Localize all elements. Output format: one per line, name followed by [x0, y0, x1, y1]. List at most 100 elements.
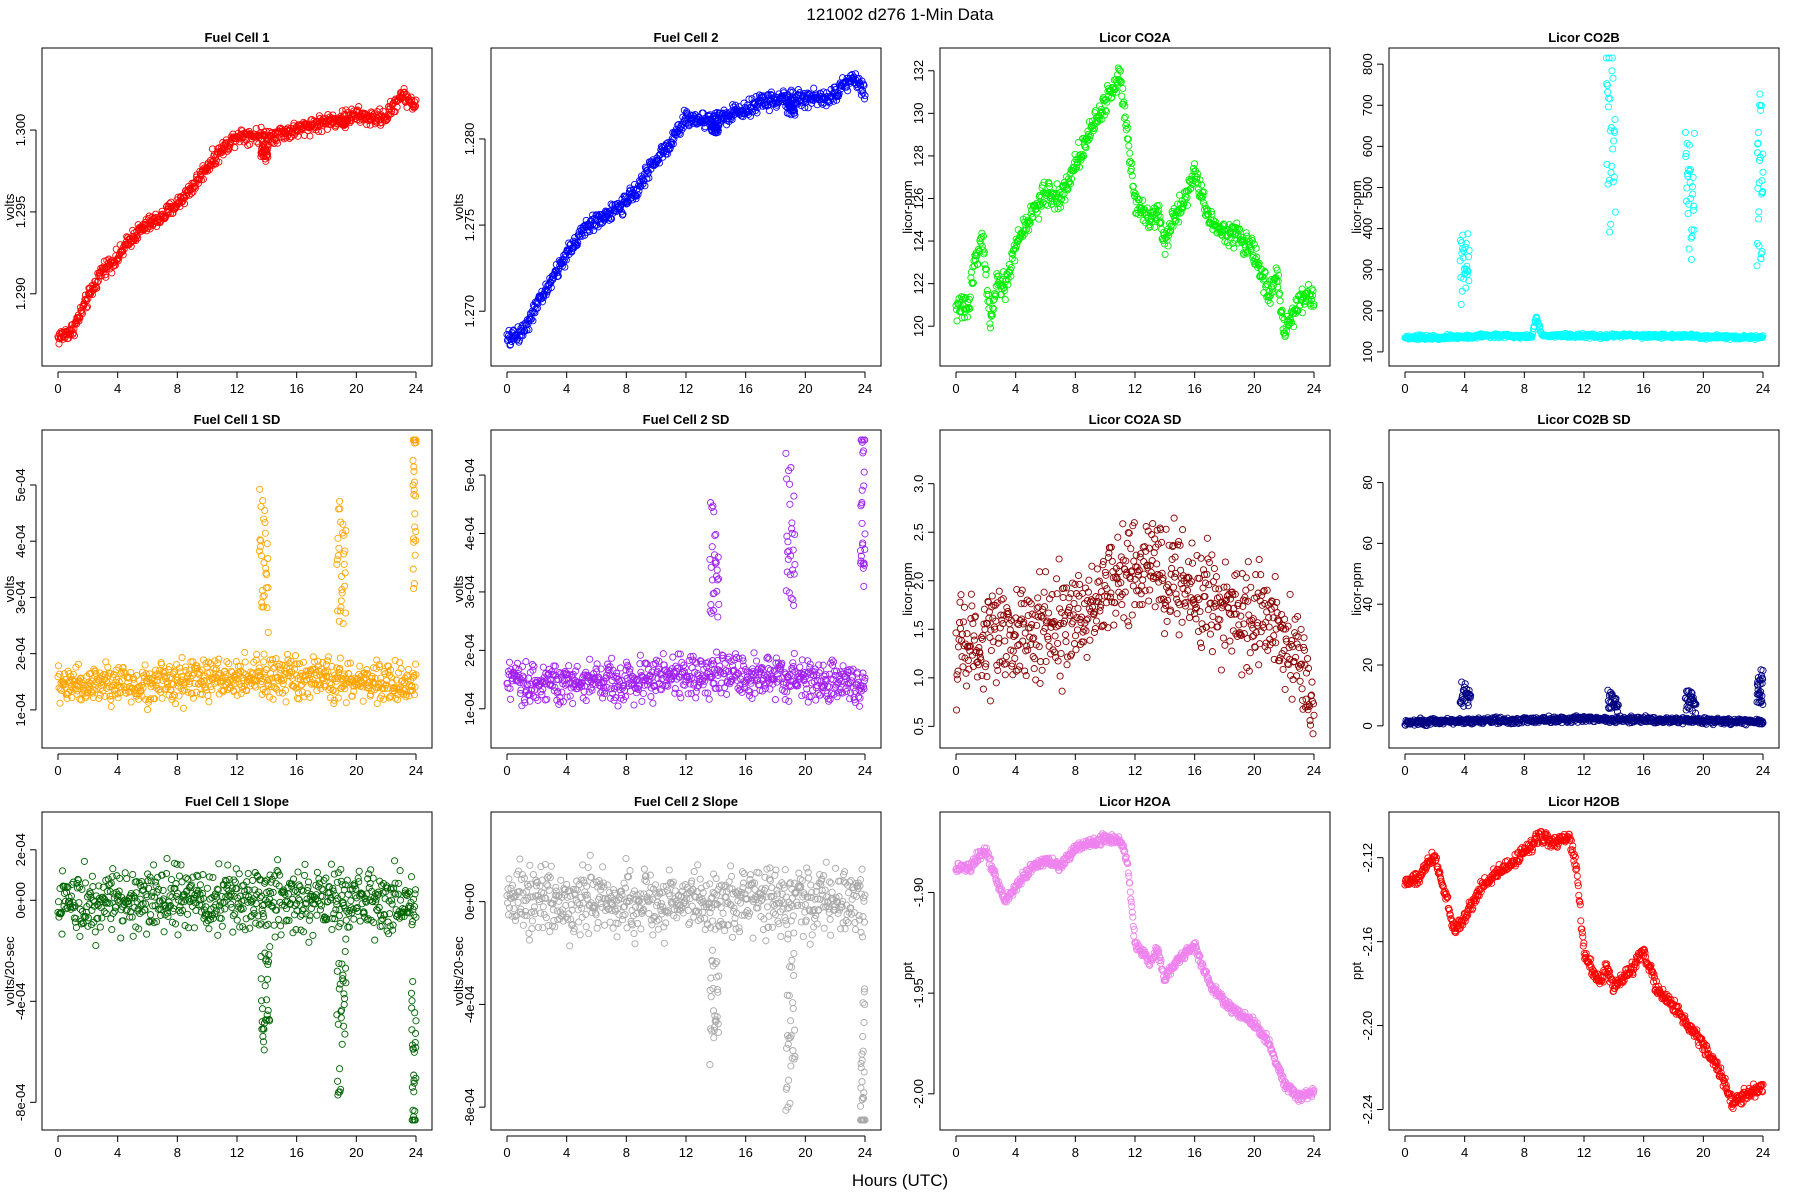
x-tick-label: 12 — [230, 763, 244, 778]
data-point — [635, 187, 643, 195]
data-point — [962, 294, 970, 302]
data-point — [1073, 158, 1082, 167]
data-point — [979, 232, 987, 240]
data-point — [956, 598, 964, 606]
y-tick-label: 5e-04 — [13, 468, 28, 501]
data-point — [411, 551, 419, 559]
data-point — [1033, 208, 1041, 216]
panel-title: Fuel Cell 2 SD — [643, 412, 730, 427]
data-point — [363, 121, 371, 129]
x-tick-label: 12 — [679, 381, 693, 396]
data-point — [1101, 106, 1109, 114]
data-point — [562, 256, 570, 264]
x-tick-label: 0 — [54, 763, 61, 778]
data-point — [1095, 102, 1103, 110]
data-point — [791, 107, 799, 115]
x-tick-label: 16 — [1187, 381, 1201, 396]
data-point — [205, 698, 213, 706]
data-point — [409, 456, 417, 464]
data-point — [1090, 121, 1098, 129]
data-point — [692, 694, 700, 702]
data-point — [412, 492, 420, 500]
data-point — [1064, 175, 1073, 183]
x-tick-label: 0 — [503, 763, 510, 778]
data-point — [723, 690, 731, 698]
data-point — [637, 182, 645, 191]
data-point — [334, 534, 342, 542]
data-point — [1001, 296, 1009, 304]
y-tick-label: 800 — [1360, 53, 1375, 75]
data-point — [70, 332, 78, 340]
data-point — [1458, 287, 1466, 295]
data-point — [75, 317, 83, 325]
y-tick-label: 2e-04 — [462, 634, 477, 667]
data-point — [771, 696, 779, 704]
data-point — [714, 126, 722, 134]
data-point — [979, 246, 987, 254]
data-point — [1462, 239, 1470, 247]
data-point — [1009, 250, 1017, 258]
data-point — [505, 658, 514, 666]
x-tick-label: 0 — [952, 381, 959, 396]
data-point — [547, 283, 555, 292]
x-tick-label: 8 — [623, 763, 630, 778]
data-point — [958, 314, 966, 322]
data-point — [835, 90, 843, 98]
data-point — [786, 500, 794, 508]
data-point — [965, 305, 973, 313]
data-point — [655, 159, 663, 167]
y-tick-label: 400 — [1360, 218, 1375, 240]
data-point — [261, 506, 269, 515]
data-point — [630, 701, 638, 709]
data-point — [989, 296, 997, 304]
data-point — [179, 704, 188, 712]
data-point — [858, 519, 866, 527]
data-point — [634, 191, 642, 199]
data-point — [585, 226, 593, 234]
data-point — [66, 330, 74, 338]
data-point — [187, 189, 195, 197]
data-point — [257, 503, 265, 511]
data-point — [260, 559, 268, 567]
data-points — [503, 70, 869, 349]
data-point — [819, 100, 827, 108]
data-point — [340, 560, 348, 568]
data-point — [705, 116, 713, 124]
data-point — [782, 449, 790, 457]
x-tick-label: 20 — [1247, 381, 1261, 396]
data-point — [56, 333, 65, 341]
data-point — [728, 116, 736, 124]
data-point — [1007, 272, 1015, 280]
data-point — [1117, 78, 1125, 86]
data-point — [69, 329, 77, 337]
x-tick-label: 12 — [230, 381, 244, 396]
data-point — [970, 636, 978, 644]
data-point — [306, 132, 314, 140]
y-tick-label: 122 — [911, 273, 926, 295]
data-point — [786, 88, 794, 96]
x-tick-label: 20 — [798, 381, 812, 396]
data-point — [952, 706, 961, 714]
data-point — [860, 95, 869, 103]
data-point — [411, 510, 419, 518]
data-point — [1190, 160, 1199, 168]
y-tick-label: 120 — [911, 315, 926, 337]
data-point — [962, 682, 971, 690]
x-tick-label: 24 — [1307, 381, 1321, 396]
data-point — [786, 480, 794, 488]
data-point — [233, 691, 241, 699]
data-point — [342, 609, 350, 617]
data-point — [765, 107, 773, 115]
data-point — [355, 103, 363, 111]
data-point — [744, 110, 753, 118]
data-point — [93, 278, 101, 286]
data-point — [336, 497, 344, 505]
data-point — [104, 663, 112, 671]
data-point — [59, 335, 67, 343]
data-point — [647, 693, 655, 701]
x-tick-label: 4 — [563, 381, 570, 396]
data-point — [963, 630, 971, 638]
data-point — [141, 661, 149, 669]
data-point — [252, 124, 260, 133]
